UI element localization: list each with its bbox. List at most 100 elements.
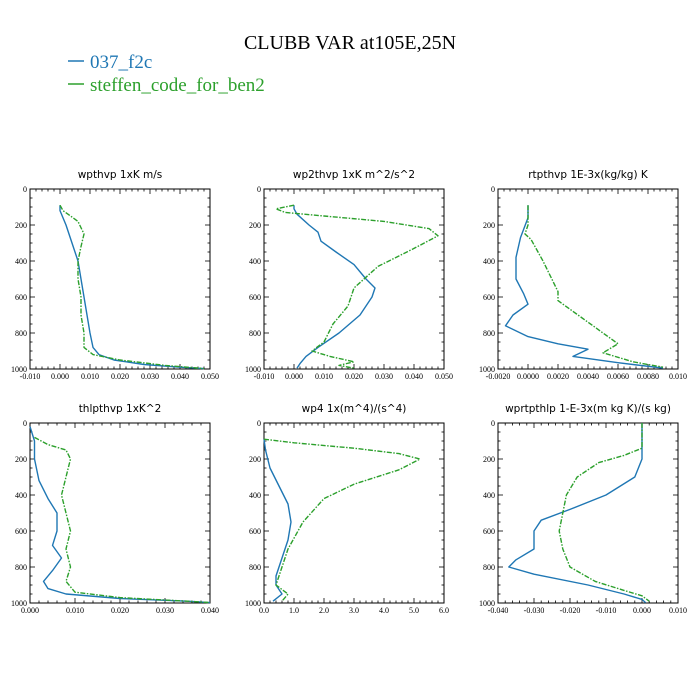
x-tick-label: 1.0: [289, 606, 299, 615]
x-tick-label: 0.020: [111, 372, 129, 381]
y-tick-label: 1000: [245, 599, 261, 608]
y-tick-label: 1000: [479, 365, 495, 374]
plot-frame: [263, 422, 445, 604]
x-tick-label: -0.0020: [486, 372, 511, 381]
panel-3: rtpthvp 1E-3x(kg/kg) K -0.0020 0.0000 0.002…: [479, 169, 687, 381]
panels-group: wpthvp 1xK m/s-0.010 0.000 0.010 0.020 0.030…: [11, 169, 687, 615]
legend-label-037-f2c: 037_f2c: [90, 52, 152, 73]
y-tick-label: 600: [483, 527, 495, 536]
series-line-steffen: [275, 204, 439, 369]
x-tick-label: 0.050: [435, 372, 453, 381]
x-tick-label: 0.010: [66, 606, 84, 615]
y-tick-label: 400: [15, 257, 27, 266]
x-tick-label: 0.0020: [547, 372, 569, 381]
x-tick-label: -0.010: [596, 606, 617, 615]
x-tick-label: 0.040: [405, 372, 423, 381]
panel-title: wp4 1x(m^4)/(s^4): [302, 403, 407, 415]
plot-frame: [29, 188, 211, 370]
x-tick-label: 0.0: [259, 606, 269, 615]
panel-1: wpthvp 1xK m/s -0.010 0.000 0.010 0.020 0.030…: [11, 169, 219, 381]
panel-5: wp4 1x(m^4)/(s^4) 0.0 1.0 2.0 3.0 4.0 5.0 6.0 0 2…: [245, 403, 449, 615]
x-tick-label: 0.0040: [577, 372, 599, 381]
y-tick-label: 200: [15, 221, 27, 230]
x-tick-label: 0.010: [669, 606, 687, 615]
series-line-037-f2c: [508, 423, 647, 604]
y-tick-label: 800: [483, 329, 495, 338]
y-tick-label: 200: [15, 455, 27, 464]
x-tick-label: 0.010: [315, 372, 333, 381]
x-tick-label: 0.000: [51, 372, 69, 381]
y-tick-label: 600: [483, 293, 495, 302]
x-tick-label: 0.040: [201, 606, 219, 615]
x-tick-label: 0.0000: [517, 372, 539, 381]
x-tick-label: -0.020: [560, 606, 581, 615]
series-line-steffen: [558, 423, 650, 602]
y-tick-label: 1000: [479, 599, 495, 608]
series-line-steffen: [524, 205, 664, 368]
y-tick-label: 600: [249, 293, 261, 302]
plot-frame: [263, 188, 445, 370]
y-tick-label: 600: [249, 527, 261, 536]
panel-4: thlpthvp 1xK^2 0.000 0.010 0.020 0.030 0.040 0…: [11, 403, 219, 615]
y-tick-label: 1000: [245, 365, 261, 374]
x-tick-label: -0.040: [488, 606, 509, 615]
y-tick-label: 400: [15, 491, 27, 500]
series-line-037-f2c: [504, 205, 664, 369]
x-tick-label: -0.010: [254, 372, 275, 381]
x-tick-label: 5.0: [409, 606, 419, 615]
y-tick-label: 600: [15, 293, 27, 302]
figure-title: CLUBB VAR at105E,25N: [244, 32, 456, 54]
x-tick-label: 0.040: [171, 372, 189, 381]
x-tick-label: 0.000: [21, 606, 39, 615]
x-tick-label: 4.0: [379, 606, 389, 615]
y-tick-label: 600: [15, 527, 27, 536]
x-tick-label: 0.000: [633, 606, 651, 615]
series-line-037-f2c: [29, 426, 211, 604]
y-tick-label: 0: [257, 185, 261, 194]
y-tick-label: 0: [257, 419, 261, 428]
y-tick-label: 200: [483, 221, 495, 230]
x-tick-label: 0.020: [345, 372, 363, 381]
series-line-steffen: [263, 438, 421, 602]
x-tick-label: 6.0: [439, 606, 449, 615]
x-tick-label: 0.050: [201, 372, 219, 381]
x-tick-label: 0.020: [111, 606, 129, 615]
y-tick-label: 800: [15, 563, 27, 572]
y-tick-label: 400: [483, 491, 495, 500]
panel-title: wpthvp 1xK m/s: [78, 169, 163, 181]
series-line-steffen: [34, 436, 211, 604]
x-tick-label: 0.010: [81, 372, 99, 381]
panel-title: wp2thvp 1xK m^2/s^2: [293, 169, 415, 181]
x-tick-label: 0.000: [285, 372, 303, 381]
y-tick-label: 1000: [11, 599, 27, 608]
panel-title: rtpthvp 1E-3x(kg/kg) K: [528, 169, 649, 181]
y-tick-label: 0: [23, 419, 27, 428]
x-tick-label: -0.010: [20, 372, 41, 381]
y-tick-label: 800: [249, 329, 261, 338]
x-tick-label: 0.030: [375, 372, 393, 381]
y-tick-label: 200: [249, 221, 261, 230]
series-line-037-f2c: [59, 205, 205, 370]
plot-frame: [497, 422, 679, 604]
y-tick-label: 800: [249, 563, 261, 572]
y-tick-label: 400: [483, 257, 495, 266]
series-line-037-f2c: [293, 205, 376, 369]
series-line-037-f2c: [263, 439, 292, 602]
x-tick-label: -0.030: [524, 606, 545, 615]
panel-2: wp2thvp 1xK m^2/s^2 -0.010 0.000 0.010 0.020…: [245, 169, 453, 381]
x-tick-label: 0.0060: [607, 372, 629, 381]
panel-title: wprtpthlp 1-E-3x(m kg K)/(s kg): [505, 403, 671, 415]
x-tick-label: 0.0080: [637, 372, 659, 381]
series-line-steffen: [59, 204, 205, 370]
x-tick-label: 2.0: [319, 606, 329, 615]
y-tick-label: 1000: [11, 365, 27, 374]
x-tick-label: 0.010: [669, 372, 687, 381]
x-tick-label: 0.030: [141, 372, 159, 381]
panel-6: wprtpthlp 1-E-3x(m kg K)/(s kg) -0.040 -0.…: [479, 403, 687, 615]
panel-title: thlpthvp 1xK^2: [79, 403, 162, 415]
x-tick-label: 3.0: [349, 606, 359, 615]
legend-label-steffen: steffen_code_for_ben2: [90, 75, 265, 96]
x-tick-label: 0.030: [156, 606, 174, 615]
y-tick-label: 0: [23, 185, 27, 194]
